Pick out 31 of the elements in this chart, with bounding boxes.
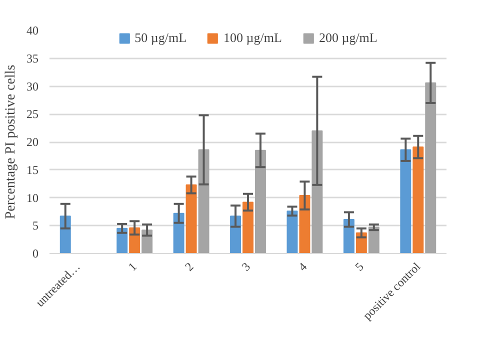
bar	[343, 218, 354, 254]
legend-label: 50 µg/mL	[134, 30, 187, 46]
y-tick-label: 40	[26, 24, 38, 38]
bar	[173, 212, 184, 254]
y-tick-label: 25	[26, 107, 38, 122]
bar	[368, 226, 380, 254]
x-tick-label: 3	[238, 260, 253, 274]
bar	[254, 150, 266, 254]
x-tick-label: 2	[182, 260, 196, 274]
y-tick-label: 20	[26, 135, 38, 149]
y-tick-label: 5	[32, 218, 38, 233]
y-tick-label: 10	[26, 190, 38, 205]
bar	[400, 149, 412, 254]
y-axis-title: Percentage PI positive cells	[4, 64, 18, 220]
bar	[286, 210, 298, 254]
y-tick-label: 15	[26, 162, 38, 177]
x-tick-label: 1	[125, 260, 140, 274]
y-tick-label: 0	[32, 246, 38, 260]
x-tick-label: 5	[352, 260, 366, 274]
bar	[425, 82, 436, 254]
bar	[299, 195, 310, 254]
bar	[242, 202, 254, 254]
bar	[230, 216, 242, 254]
x-tick-label: 4	[296, 260, 310, 274]
legend-label: 200 µg/mL	[318, 30, 378, 46]
y-tick-label: 30	[26, 79, 38, 94]
bar	[412, 146, 424, 254]
bar	[198, 149, 210, 254]
legend-label: 100 µg/mL	[224, 30, 282, 46]
bar	[186, 184, 197, 254]
y-tick-label: 35	[26, 51, 38, 66]
